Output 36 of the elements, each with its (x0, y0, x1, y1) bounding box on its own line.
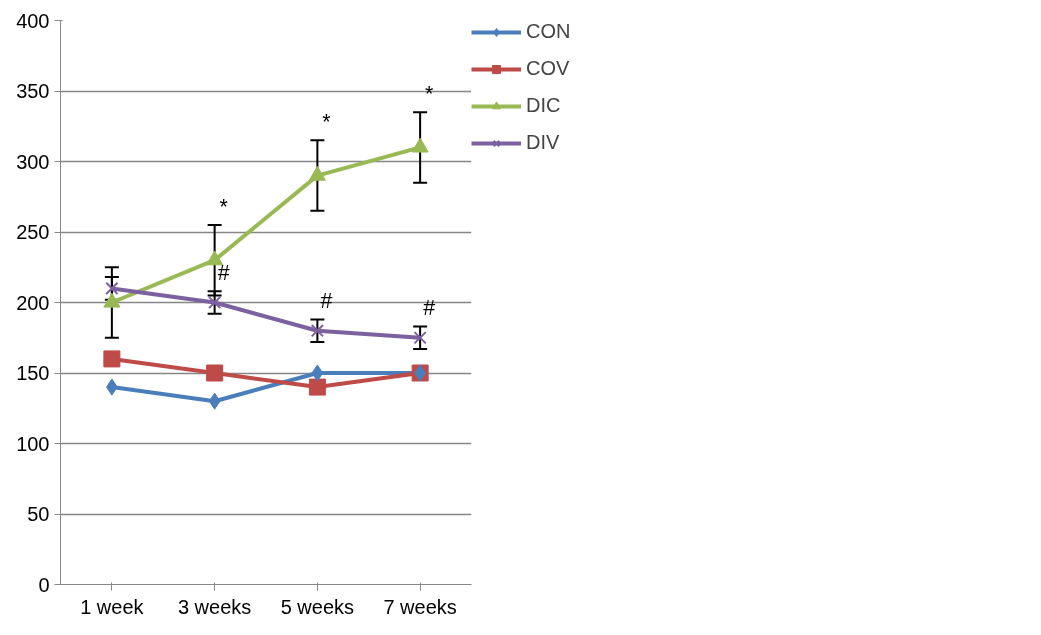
data-label: * (424, 82, 434, 107)
data-label: * (219, 194, 228, 219)
point (308, 165, 326, 181)
data-label: # (217, 261, 230, 286)
y-tick-label: 100 (16, 432, 50, 455)
point (208, 392, 221, 410)
y-tick-label: 300 (16, 150, 50, 173)
x-tick-label: 1 week (80, 595, 145, 618)
point (411, 137, 429, 153)
point (206, 250, 224, 266)
y-tick-label: 50 (27, 503, 50, 525)
point (308, 378, 326, 396)
point (103, 350, 121, 368)
data-label: * (322, 110, 331, 135)
y-tick-label: 0 (38, 573, 50, 596)
point (207, 295, 222, 310)
data-label: # (423, 296, 436, 321)
legend-label: CON (526, 20, 571, 43)
point (105, 281, 119, 296)
legend-label: COV (526, 57, 570, 80)
point (311, 364, 324, 382)
data-label: # (320, 289, 333, 314)
y-tick-label: 200 (16, 291, 50, 314)
x-tick-label: 5 weeks (280, 595, 355, 618)
point (206, 364, 224, 382)
y-tick-label: 400 (16, 9, 50, 32)
x-tick-label: 3 weeks (177, 595, 252, 618)
legend-label: DIC (526, 94, 561, 117)
legend-label: DIV (526, 131, 560, 154)
y-tick-label: 150 (16, 362, 50, 384)
y-tick-label: 350 (16, 80, 50, 102)
point (310, 324, 325, 338)
point (103, 292, 121, 308)
x-tick-label: 7 weeks (383, 595, 457, 618)
point (413, 331, 427, 345)
y-tick-label: 250 (16, 221, 50, 243)
